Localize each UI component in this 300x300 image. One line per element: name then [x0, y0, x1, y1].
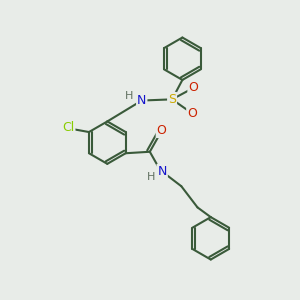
Text: N: N	[158, 165, 167, 178]
Text: S: S	[168, 93, 176, 106]
Text: H: H	[125, 91, 134, 101]
Text: O: O	[188, 81, 198, 94]
Text: H: H	[146, 172, 155, 182]
Text: O: O	[187, 107, 197, 120]
Text: Cl: Cl	[62, 121, 74, 134]
Text: N: N	[137, 94, 146, 107]
Text: O: O	[157, 124, 166, 137]
